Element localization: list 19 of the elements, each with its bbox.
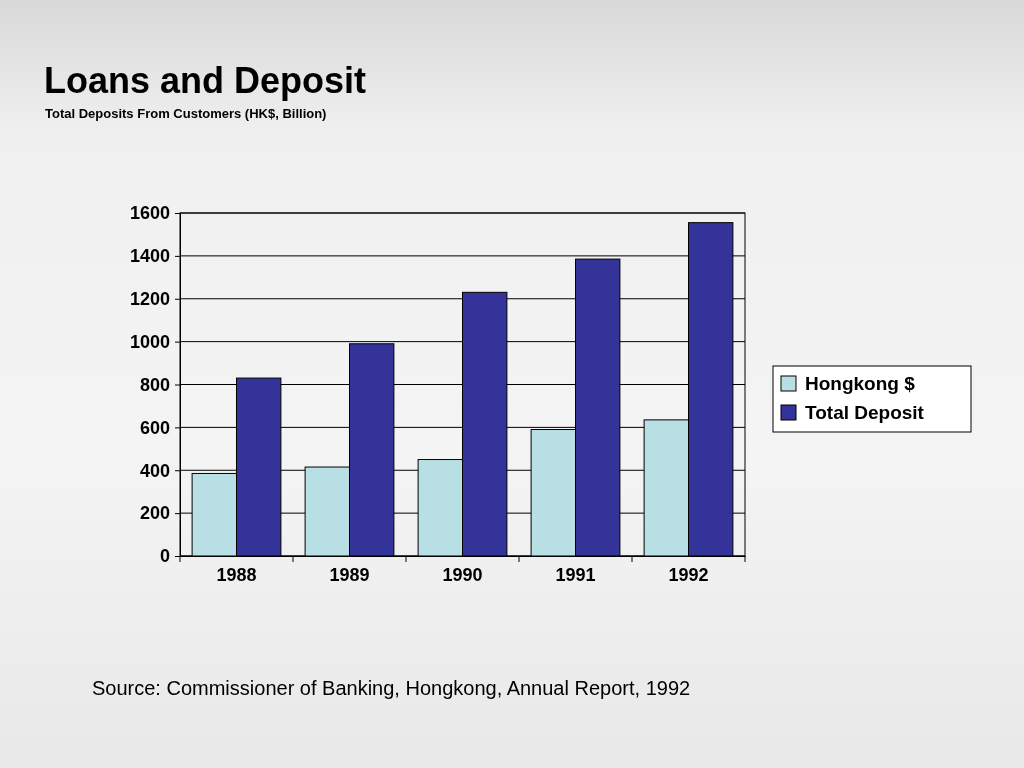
x-tick-label: 1991: [555, 564, 596, 585]
y-tick-label: 0: [159, 546, 170, 567]
y-tick-label: 1000: [129, 331, 170, 352]
y-tick-label: 200: [139, 503, 170, 524]
chart-subtitle: Total Deposits From Customers (HK$, Billion): [45, 106, 327, 121]
y-tick-label: 1200: [129, 289, 170, 310]
y-tick-label: 1400: [129, 246, 170, 267]
x-tick-label: 1990: [442, 564, 483, 585]
y-tick-label: 1600: [129, 203, 170, 224]
x-tick-label: 1988: [216, 564, 257, 585]
x-tick-label: 1989: [329, 564, 370, 585]
y-tick-label: 800: [139, 374, 170, 395]
x-tick-label: 1992: [668, 564, 709, 585]
chart-title: Loans and Deposit: [44, 60, 367, 101]
source-note: Source: Commissioner of Banking, Hongkong, Annual Report, 1992: [92, 677, 691, 699]
y-tick-label: 600: [139, 417, 170, 438]
legend-label: Total Deposit: [805, 402, 925, 423]
y-tick-label: 400: [139, 460, 170, 481]
legend-label: Hongkong $: [805, 373, 916, 394]
